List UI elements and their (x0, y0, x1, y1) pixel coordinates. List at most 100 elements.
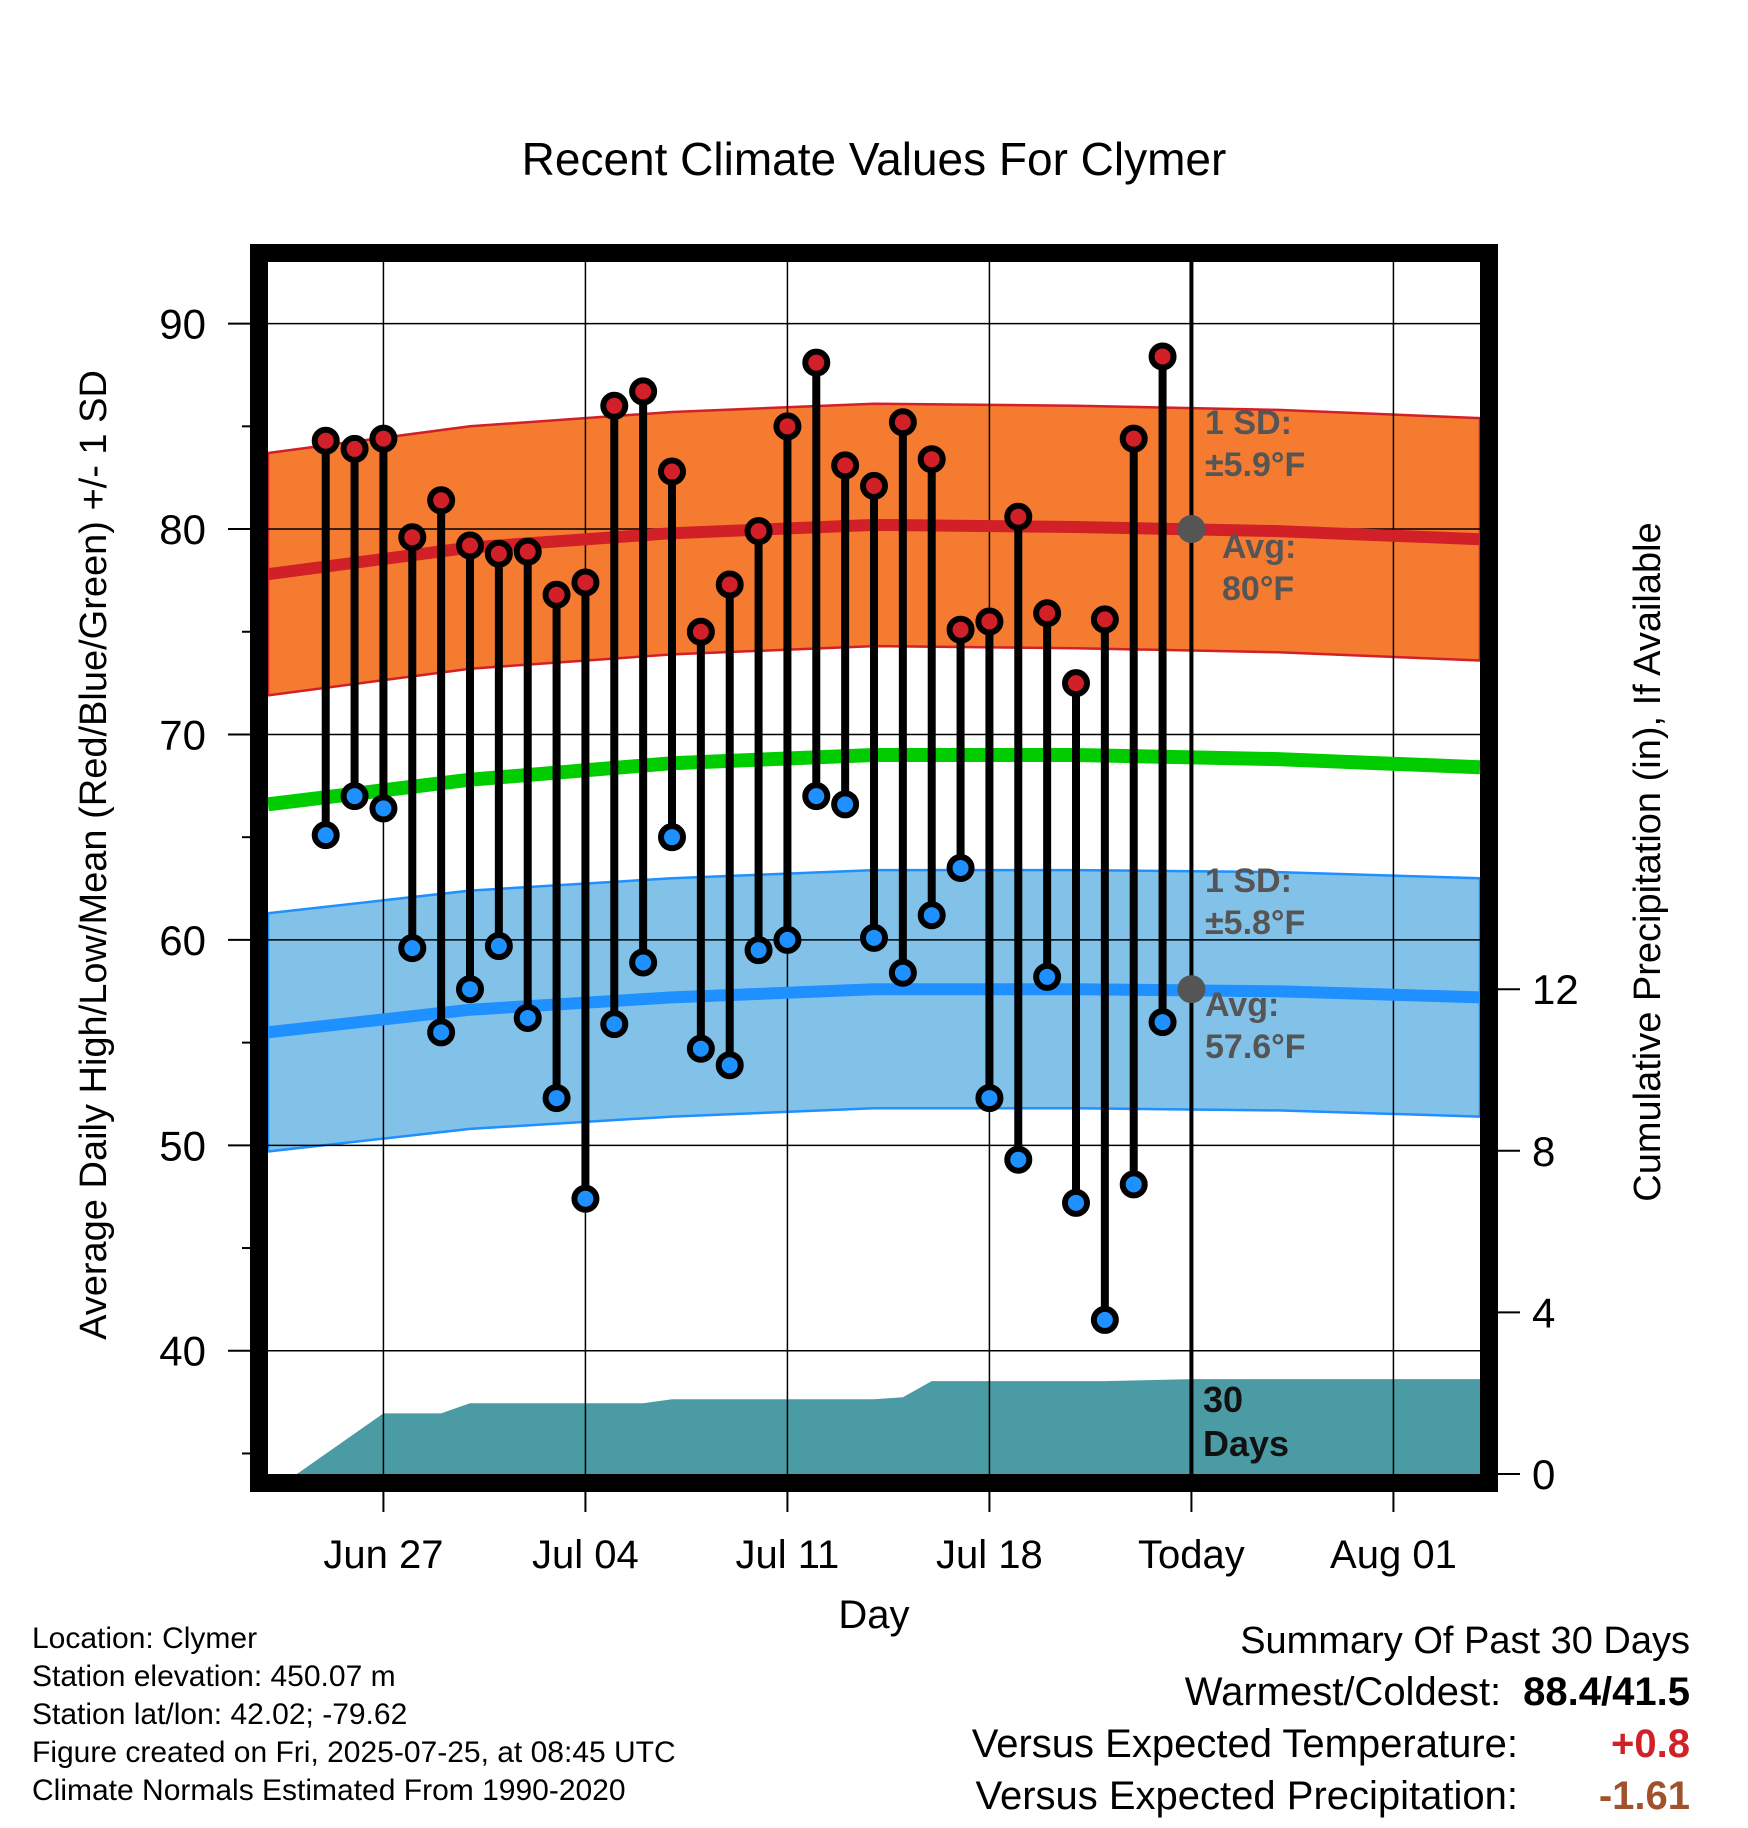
summary-title: Summary Of Past 30 Days (1240, 1620, 1690, 1662)
low-point (946, 854, 975, 882)
high-point (888, 408, 917, 437)
x-tick-label: Jul 18 (936, 1533, 1043, 1577)
low-point (513, 1003, 542, 1032)
high-sd-value: ±5.9°F (1205, 446, 1305, 484)
summary-temp-value: +0.8 (1611, 1722, 1690, 1766)
high-point (715, 570, 744, 599)
high-point (831, 451, 860, 480)
y-tick-label: 90 (159, 301, 206, 348)
high-point (1062, 669, 1090, 698)
high-point (1004, 502, 1033, 531)
high-point (744, 517, 773, 546)
low-point (456, 975, 484, 1004)
high-point (398, 523, 427, 552)
low-point (773, 925, 802, 954)
low-point (369, 794, 398, 823)
low-normal-line (268, 983, 1480, 1039)
low-point (1090, 1305, 1119, 1334)
high-point (629, 377, 658, 406)
low-point (658, 823, 686, 852)
low-point (686, 1034, 715, 1063)
low-point (427, 1018, 456, 1047)
high-avg-value: 80°F (1222, 570, 1294, 608)
chart-title: Recent Climate Values For Clymer (522, 133, 1227, 185)
y-axis-label-right: Cumulative Precipitation (in), If Availa… (1627, 522, 1669, 1201)
x-tick-label: Today (1138, 1533, 1245, 1577)
high-point (658, 457, 686, 486)
low-sd-value: ±5.8°F (1205, 904, 1305, 942)
summary-precip-label: Versus Expected Precipitation: (975, 1774, 1518, 1818)
high-point (456, 531, 484, 560)
high-point (369, 424, 398, 453)
high-point (571, 568, 600, 597)
high-point (686, 617, 715, 646)
info-elevation: Station elevation: 450.07 m (32, 1660, 396, 1693)
summary-warmest-value: 88.4/41.5 (1523, 1670, 1690, 1714)
summary-temp-row: Versus Expected Temperature: +0.8 (972, 1718, 1690, 1770)
station-info: Location: Clymer Station elevation: 450.… (32, 1620, 676, 1810)
high-point (860, 471, 888, 500)
high-avg-marker (1177, 515, 1206, 544)
y-tick-label: 40 (159, 1328, 206, 1375)
y-tick-label: 60 (159, 917, 206, 964)
high-point (1148, 342, 1177, 371)
low-point (398, 934, 427, 963)
summary-warmest-row: Warmest/Coldest: 88.4/41.5 (972, 1666, 1690, 1718)
plot-frame (250, 244, 1498, 1492)
low-point (1148, 1008, 1177, 1037)
low-point (744, 936, 773, 965)
period-label-line1: 30 (1203, 1379, 1243, 1420)
high-point (1090, 605, 1119, 634)
high-point (427, 486, 456, 515)
y-tick-label: 80 (159, 506, 206, 553)
high-point (1033, 599, 1062, 628)
high-point (975, 607, 1004, 636)
high-point (773, 412, 802, 441)
low-point (1033, 962, 1062, 991)
info-normals: Climate Normals Estimated From 1990-2020 (32, 1774, 626, 1807)
high-avg-label: Avg: (1222, 528, 1296, 566)
y2-tick-label: 12 (1532, 966, 1579, 1013)
summary-warmest-label: Warmest/Coldest: (1184, 1670, 1502, 1714)
x-tick-label: Aug 01 (1330, 1533, 1457, 1577)
low-point (1119, 1170, 1148, 1199)
y2-tick-label: 0 (1532, 1451, 1555, 1498)
low-point (600, 1010, 629, 1039)
low-point (860, 923, 888, 952)
summary-precip-value: -1.61 (1598, 1774, 1690, 1818)
low-avg-marker (1177, 975, 1206, 1004)
low-point (484, 932, 513, 961)
x-tick-label: Jul 04 (532, 1533, 639, 1577)
high-point (542, 580, 571, 609)
low-avg-value: 57.6°F (1205, 1028, 1306, 1066)
high-point (946, 615, 975, 644)
low-point (1062, 1188, 1090, 1217)
low-point (888, 958, 917, 987)
summary-precip-row: Versus Expected Precipitation: -1.61 (972, 1770, 1690, 1822)
low-point (311, 821, 340, 850)
y2-tick-label: 4 (1532, 1289, 1555, 1336)
high-point (311, 426, 340, 455)
low-point (715, 1051, 744, 1080)
x-tick-label: Jul 11 (736, 1533, 840, 1577)
y-axis-label-left: Average Daily High/Low/Mean (Red/Blue/Gr… (73, 370, 115, 1340)
summary-panel: Summary Of Past 30 Days Warmest/Coldest:… (972, 1616, 1690, 1822)
low-point (629, 948, 658, 977)
high-point (1119, 424, 1148, 453)
low-point (831, 790, 860, 819)
low-point (340, 782, 369, 811)
summary-temp-label: Versus Expected Temperature: (971, 1722, 1518, 1766)
high-point (513, 537, 542, 566)
high-point (802, 348, 831, 377)
x-axis-label: Day (838, 1593, 909, 1637)
low-point (571, 1184, 600, 1213)
high-point (340, 434, 369, 463)
high-point (484, 539, 513, 568)
info-latlon: Station lat/lon: 42.02; -79.62 (32, 1698, 408, 1731)
plot-content (268, 262, 1480, 1474)
info-location: Location: Clymer (32, 1622, 258, 1655)
low-point (917, 901, 946, 930)
high-point (600, 391, 629, 420)
info-created: Figure created on Fri, 2025-07-25, at 08… (32, 1736, 676, 1769)
